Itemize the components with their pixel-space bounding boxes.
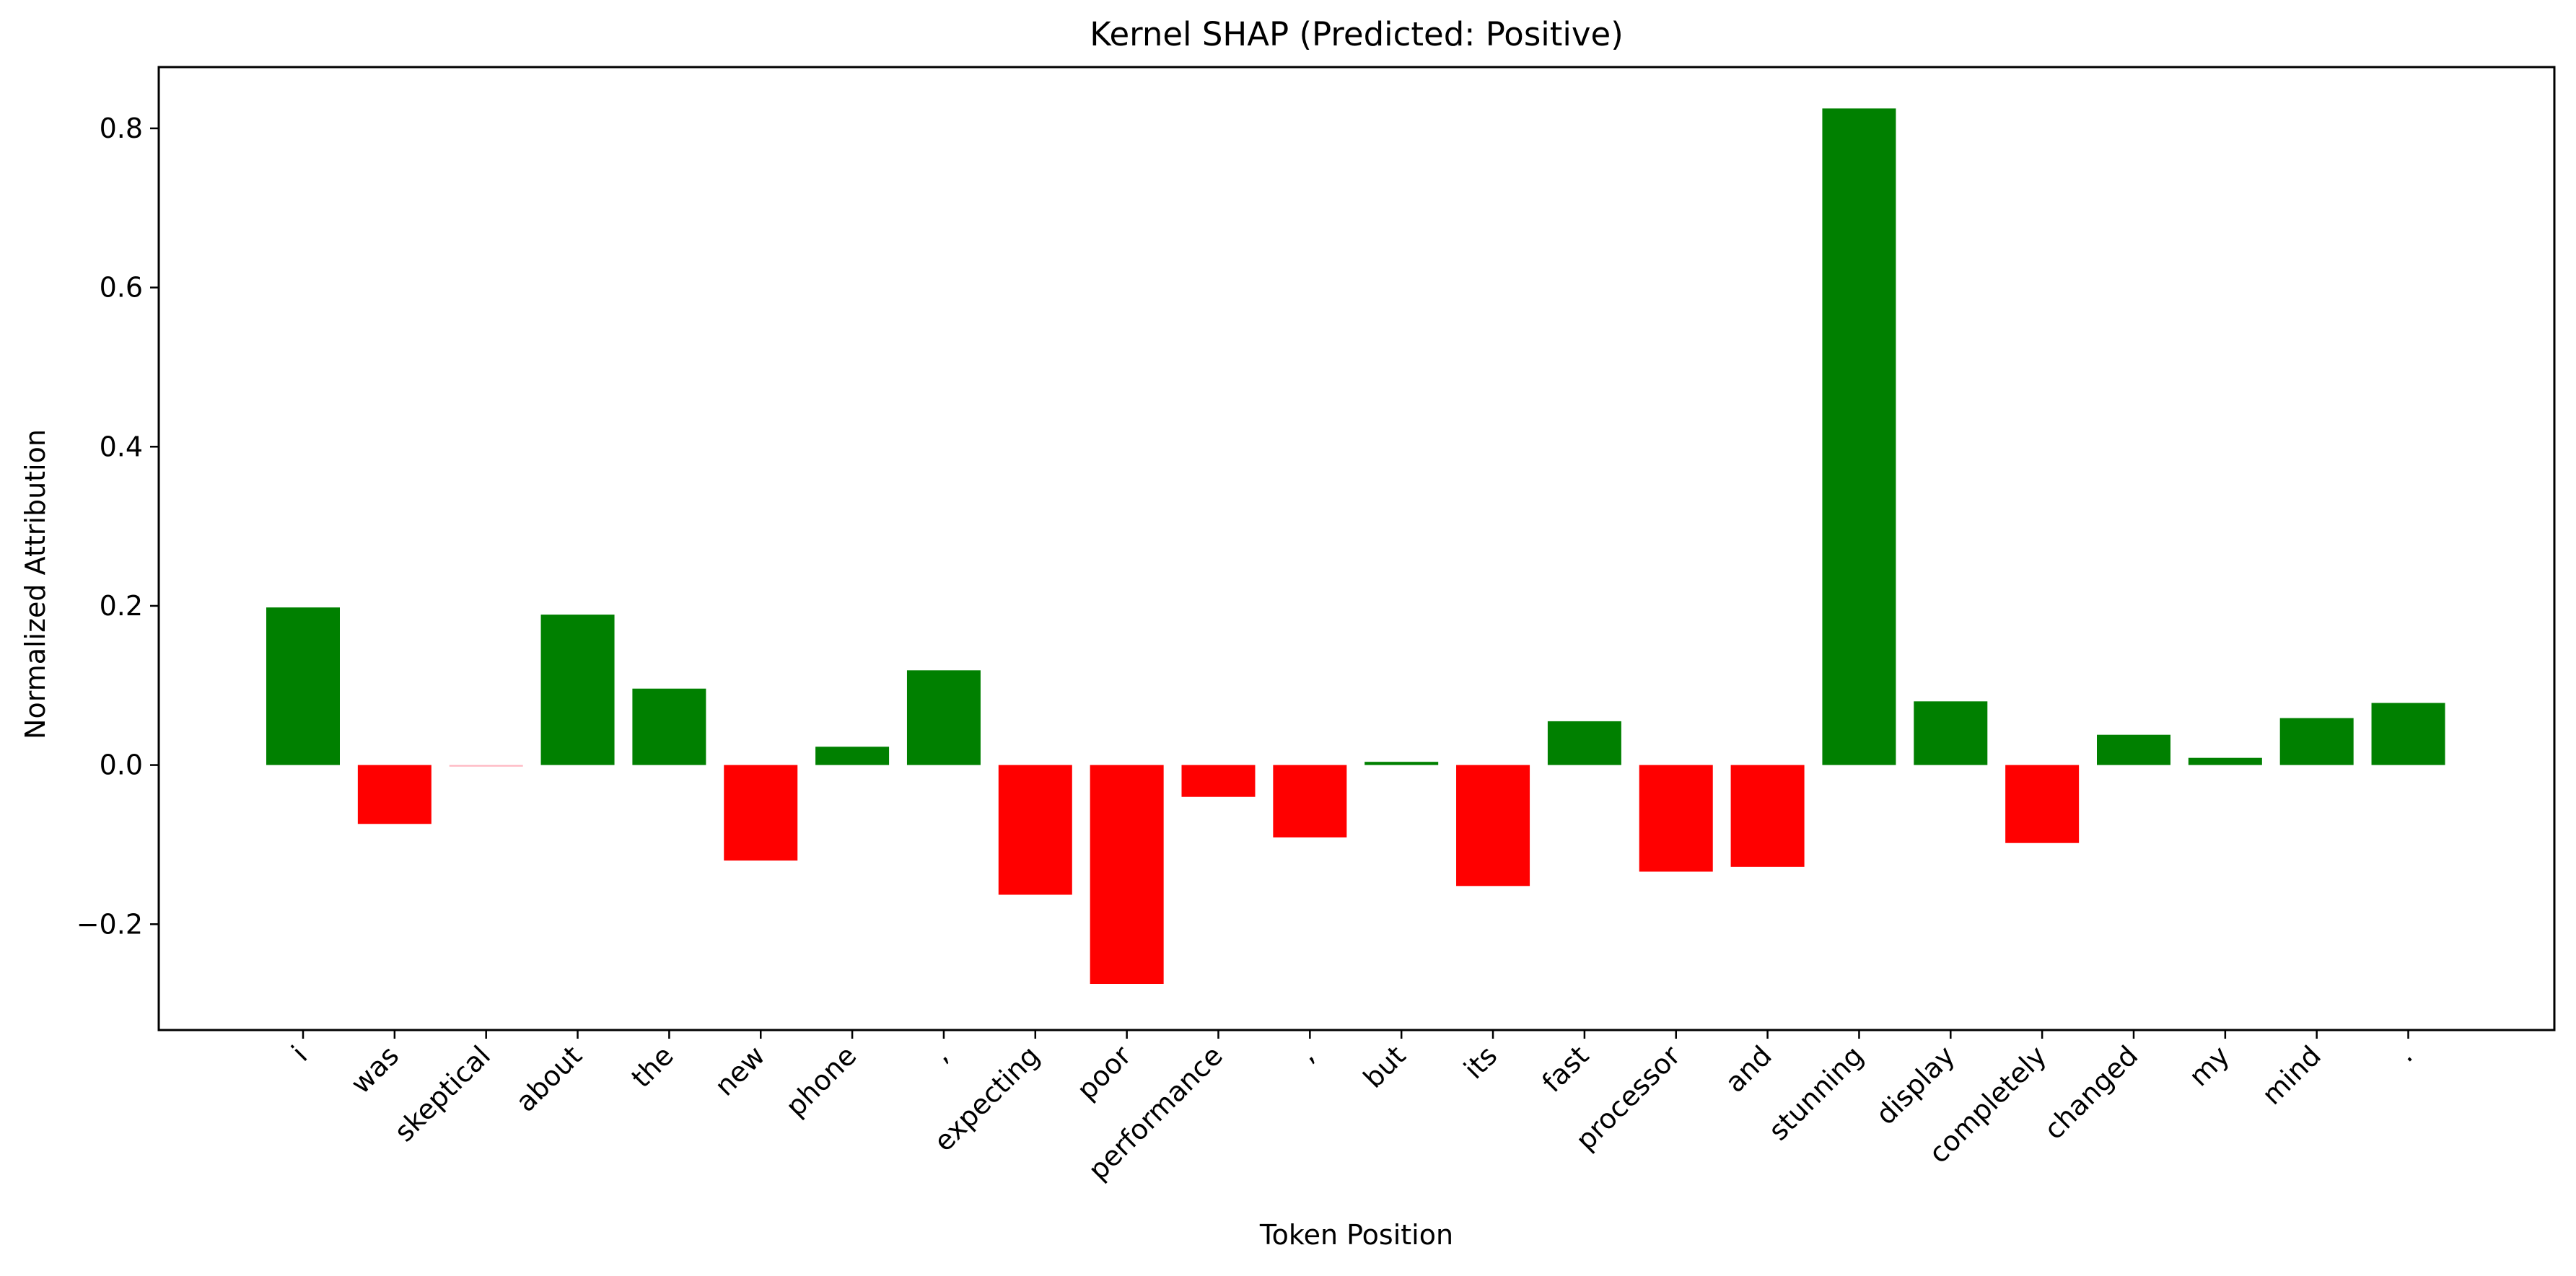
y-axis-ticks: −0.2 0.0 0.2 0.4 0.6 0.8 [76,113,159,940]
bar-9 [1090,765,1164,985]
bar-19 [2005,765,2080,843]
bar-6 [815,747,890,765]
y-tick-label: 0.4 [100,431,143,462]
x-tick-label: changed [2038,1039,2144,1145]
y-tick-label: −0.2 [76,908,143,940]
bar-20 [2097,734,2170,765]
x-tick-label: about [509,1039,588,1118]
bar-23 [2371,703,2445,765]
x-tick-label: i [286,1039,314,1068]
bar-2 [449,765,523,767]
chart-title: Kernel SHAP (Predicted: Positive) [1090,15,1624,53]
bar-1 [357,765,431,824]
bar-10 [1181,765,1256,797]
x-tick-label: but [1357,1039,1412,1094]
bar-0 [266,607,340,765]
bar-4 [632,688,706,765]
bar-3 [540,615,615,765]
bar-15 [1639,765,1713,872]
bar-7 [906,670,981,765]
x-tick-label: poor [1071,1039,1137,1106]
bar-5 [724,765,798,861]
x-tick-label: new [709,1039,771,1102]
bar-16 [1730,765,1805,867]
y-tick-label: 0.8 [100,113,143,144]
bar-18 [1914,701,1988,765]
bar-17 [1822,108,1896,765]
x-tick-label: stunning [1763,1039,1870,1146]
bar-13 [1456,765,1530,886]
bar-11 [1273,765,1347,837]
x-tick-label: mind [2256,1039,2327,1111]
bar-22 [2279,718,2354,765]
bars-layer [266,108,2445,985]
y-tick-label: 0.0 [100,749,143,781]
x-tick-label: was [345,1039,406,1100]
x-tick-label: my [2183,1039,2235,1092]
bar-8 [998,765,1072,895]
x-tick-label: , [926,1039,955,1068]
x-tick-label: fast [1536,1039,1595,1099]
x-tick-label: and [1719,1039,1778,1099]
bar-12 [1364,762,1439,765]
x-tick-label: the [626,1039,680,1094]
y-axis-label: Normalized Attribution [19,429,51,739]
x-tick-label: its [1458,1039,1503,1085]
x-tick-label: . [2390,1039,2419,1068]
x-tick-label: skeptical [388,1039,496,1148]
y-tick-label: 0.2 [100,590,143,622]
x-tick-label: , [1292,1039,1320,1068]
bar-21 [2188,757,2262,765]
x-axis-label: Token Position [1259,1219,1453,1251]
plot-frame [157,66,2556,1031]
x-tick-label: phone [779,1039,862,1122]
y-tick-label: 0.6 [100,272,143,304]
bar-14 [1547,721,1621,765]
x-tick-label: display [1870,1039,1961,1131]
